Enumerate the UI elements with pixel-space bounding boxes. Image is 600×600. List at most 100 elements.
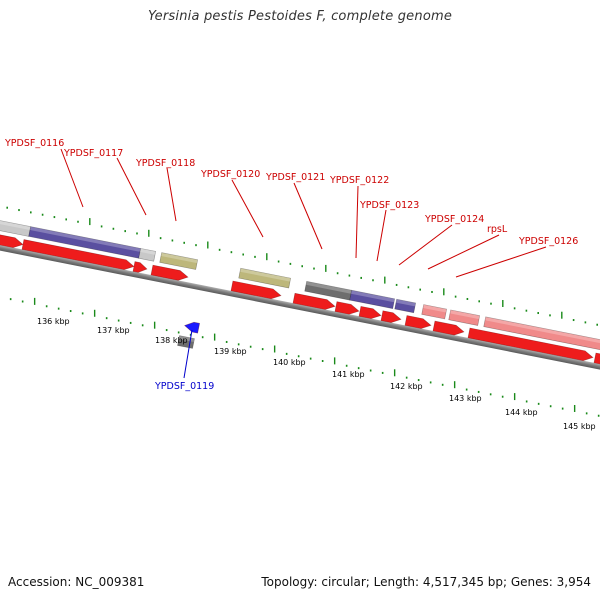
cds-arrow-9-body <box>404 315 432 329</box>
cds-arrow-0 <box>0 232 24 248</box>
gene-label: YPDSF_0123 <box>359 200 419 211</box>
leader-line <box>293 182 323 250</box>
minus-cds-0119-body <box>184 321 200 334</box>
scale-label-kbp: 140 kbp <box>273 358 306 367</box>
backbone <box>0 241 600 383</box>
cds-arrow-3 <box>150 264 189 281</box>
gene-bar-0117 <box>28 226 142 259</box>
gene-bar-0124-highlight <box>422 304 447 313</box>
cds-arrow-1-body <box>21 239 135 270</box>
gene-bar-0121 <box>304 281 353 301</box>
cds-arrow-12 <box>593 352 600 371</box>
cds-arrow-2 <box>132 261 148 273</box>
leader-line <box>427 234 500 270</box>
scale-ticks <box>6 206 600 417</box>
gene-bar-rpsl <box>448 309 481 326</box>
gene-bar-0126 <box>483 316 600 354</box>
scale-label-kbp: 136 kbp <box>37 317 70 326</box>
gene-bar-0124 <box>421 304 448 320</box>
cds-arrow-7 <box>358 306 382 319</box>
gene-bar-0120-highlight <box>239 268 291 282</box>
gene-bar-0118a <box>138 248 157 262</box>
leader-line <box>398 224 453 266</box>
cds-arrow-0-body <box>0 232 24 248</box>
cds-arrow-8-body <box>380 310 402 323</box>
backbone-line <box>0 241 600 383</box>
cds-arrow-6-body <box>334 301 360 315</box>
gene-bar-0118-highlight <box>160 252 198 264</box>
scale-label-kbp: 139 kbp <box>214 347 247 356</box>
gene-bar-0123-body <box>394 298 417 314</box>
gene-label: YPDSF_0126 <box>518 236 578 247</box>
scale-label-kbp: 137 kbp <box>97 326 130 335</box>
gene-label: YPDSF_0120 <box>200 169 260 180</box>
backbone-band <box>0 241 600 383</box>
scale-label-kbp: 143 kbp <box>449 394 482 403</box>
gene-bar-0118a-highlight <box>139 248 156 255</box>
cds-arrow-10 <box>432 320 465 336</box>
gene-bar-rpsl-highlight <box>449 309 480 320</box>
cds-arrow-7-body <box>358 306 382 319</box>
gene-label: YPDSF_0117 <box>63 148 123 159</box>
cds-arrow-9 <box>404 315 432 329</box>
scale-label-kbp: 142 kbp <box>390 382 423 391</box>
leader-line <box>116 157 147 216</box>
gene-bar-0118-body <box>159 252 199 270</box>
gene-label: YPDSF_0124 <box>424 214 484 225</box>
gene-label: YPDSF_0122 <box>329 175 389 186</box>
gene-bar-0120-body <box>238 267 292 289</box>
cds-arrow-6 <box>334 301 360 315</box>
gene-bar-0123 <box>394 298 417 314</box>
gene-bar-0126-highlight <box>484 316 600 347</box>
cds-arrow-5 <box>292 292 336 310</box>
gene-bar-0122 <box>349 289 396 309</box>
gene-bar-0117-highlight <box>29 226 141 252</box>
gene-bar-0118a-body <box>138 248 157 262</box>
gene-label: YPDSF_0121 <box>265 172 325 183</box>
labels: 136 kbp 137 kbp 138 kbp 139 kbp 140 kbp 141 k… <box>4 138 596 431</box>
gene-bar-0122-highlight <box>350 290 395 303</box>
gene-bar-0116 <box>0 219 32 237</box>
gene-label: rpsL <box>487 224 508 235</box>
leader-line <box>355 185 359 259</box>
gene-bar-0116-highlight <box>0 219 31 231</box>
topology-summary: Topology: circular; Length: 4,517,345 bp… <box>261 575 591 589</box>
scale-label-kbp: 144 kbp <box>505 408 538 417</box>
leader-line <box>183 329 193 379</box>
genome-title: Yersinia pestis Pestoides F, complete ge… <box>147 9 453 24</box>
cds-arrow-11-body <box>467 327 594 361</box>
gene-bar-0123-highlight <box>395 299 416 307</box>
minus-cds-0119 <box>184 321 200 334</box>
cds-arrow-2-body <box>132 261 148 273</box>
leader-line <box>166 167 177 222</box>
gene-label: YPDSF_0118 <box>135 158 195 169</box>
cds-arrow-1 <box>21 239 135 270</box>
feature-tracks <box>0 219 600 371</box>
gene-bar-0124-body <box>421 304 448 320</box>
cds-arrow-4 <box>230 280 282 300</box>
cds-arrow-10-body <box>432 320 465 336</box>
scale-label-kbp: 145 kbp <box>563 422 596 431</box>
gene-bar-rpsl-body <box>448 309 481 326</box>
gene-bar-0117-body <box>28 226 142 259</box>
leader-line <box>376 209 387 262</box>
cds-arrow-12-body <box>593 352 600 371</box>
gene-bar-0118 <box>159 252 199 270</box>
cds-arrow-8 <box>380 310 402 323</box>
accession-text: Accession: NC_009381 <box>8 575 145 589</box>
cds-arrow-11 <box>467 327 594 361</box>
cds-arrow-3-body <box>150 264 189 281</box>
gene-bar-0122-body <box>349 289 396 309</box>
gene-bar-0121-highlight <box>305 281 352 294</box>
cds-arrow-4-body <box>230 280 282 300</box>
gene-bar-0120 <box>238 267 292 289</box>
leader-line <box>231 179 264 238</box>
leader-line <box>60 148 84 208</box>
gene-label: YPDSF_0116 <box>4 138 64 149</box>
gene-label: YPDSF_0119 <box>154 381 214 392</box>
cds-arrow-5-body <box>292 292 336 310</box>
label-leader-lines <box>60 148 547 379</box>
gene-bar-0126-body <box>483 316 600 354</box>
